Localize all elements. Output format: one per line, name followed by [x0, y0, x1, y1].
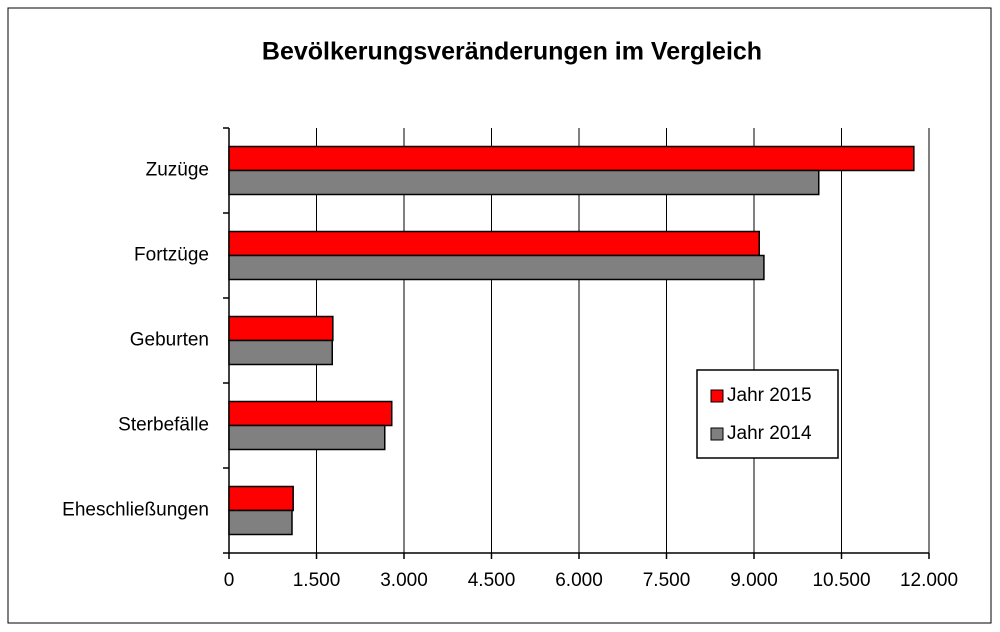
- bar: [228, 424, 386, 451]
- legend-box: [696, 369, 839, 459]
- legend-label: Jahr 2014: [727, 423, 812, 444]
- legend-swatch: [710, 427, 724, 441]
- bar: [228, 339, 333, 366]
- x-tick-label: 12.000: [900, 570, 958, 591]
- x-tick-label: 9.000: [730, 570, 778, 591]
- chart-title: Bevölkerungsveränderungen im Vergleich: [262, 38, 762, 66]
- y-tick-label: Fortzüge: [134, 245, 209, 266]
- bar: [228, 230, 760, 257]
- x-tick-label: 0: [224, 570, 235, 591]
- x-tick-label: 3.000: [380, 570, 428, 591]
- y-tick-label: Geburten: [130, 330, 209, 351]
- x-tick-label: 7.500: [643, 570, 691, 591]
- bar: [228, 400, 393, 427]
- x-tick-label: 1.500: [293, 570, 341, 591]
- bar: [228, 145, 915, 172]
- y-tick-label: Sterbefälle: [118, 415, 209, 436]
- x-tick-label: 4.500: [468, 570, 516, 591]
- bar: [228, 485, 294, 512]
- chart-frame: [7, 7, 992, 624]
- y-tick-label: Eheschließungen: [62, 500, 209, 521]
- bar: [228, 315, 334, 342]
- bar: [228, 254, 765, 281]
- legend-label: Jahr 2015: [727, 385, 812, 406]
- legend-swatch: [710, 389, 724, 403]
- y-tick-label: Zuzüge: [146, 160, 209, 181]
- x-tick-label: 10.500: [812, 570, 870, 591]
- x-tick-label: 6.000: [555, 570, 603, 591]
- bar: [228, 169, 820, 196]
- bar: [228, 509, 293, 536]
